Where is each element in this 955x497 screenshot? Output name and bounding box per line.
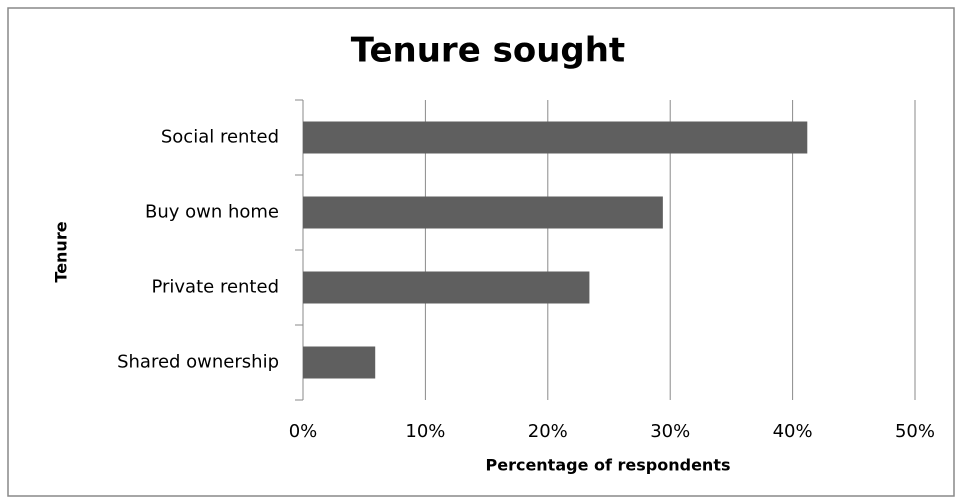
x-tick-label: 30% xyxy=(650,421,690,442)
x-tick-label: 10% xyxy=(405,421,445,442)
bar xyxy=(303,346,376,379)
y-tick-label: Social rented xyxy=(161,127,279,148)
y-tick-label: Shared ownership xyxy=(117,352,279,373)
bar xyxy=(303,196,663,229)
chart-frame xyxy=(7,7,955,497)
x-tick-label: 0% xyxy=(289,421,318,442)
chart-title: Tenure sought xyxy=(351,31,625,71)
x-tick-label: 50% xyxy=(895,421,935,442)
x-tick-label: 20% xyxy=(528,421,568,442)
y-tick-label: Private rented xyxy=(151,277,279,298)
x-tick-label: 40% xyxy=(773,421,813,442)
y-tick-label: Buy own home xyxy=(145,202,279,223)
x-axis-title: Percentage of respondents xyxy=(485,456,730,475)
bar xyxy=(303,271,590,304)
y-axis-title: Tenure xyxy=(52,221,71,282)
bar xyxy=(303,121,808,154)
